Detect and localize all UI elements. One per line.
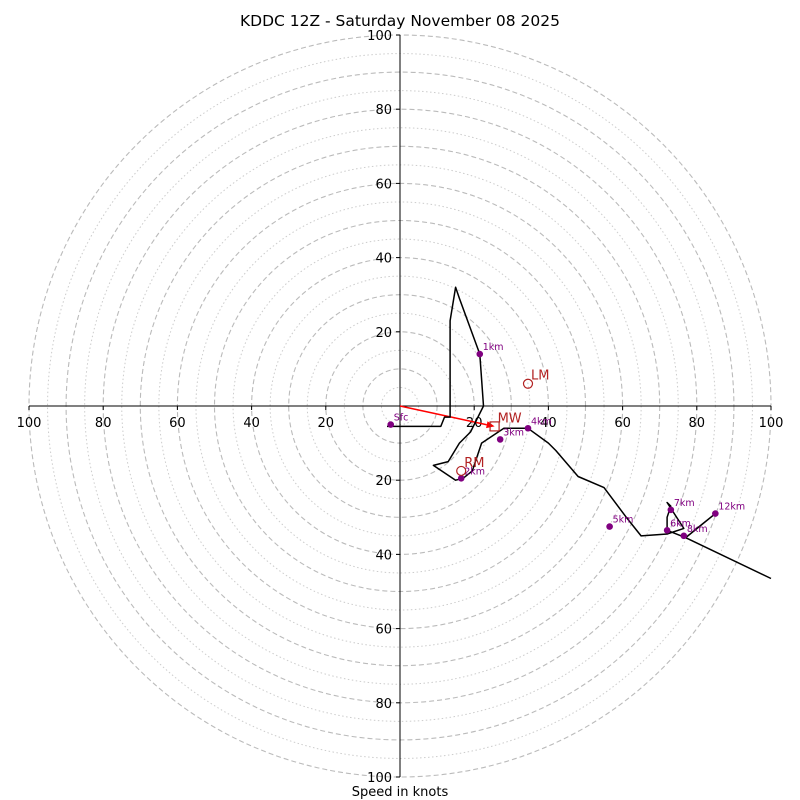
- height-label-7km: 7km: [674, 498, 695, 509]
- y-tick-label: 100: [367, 29, 392, 44]
- height-point-4km: [524, 424, 532, 432]
- storm-motion-mw-label: MW: [498, 411, 522, 426]
- x-tick-label: 100: [759, 416, 784, 431]
- height-point-12km: [712, 510, 719, 517]
- y-tick-label: 60: [375, 623, 392, 638]
- height-label-1km: 1km: [483, 342, 504, 353]
- height-point-7km: [667, 506, 675, 514]
- height-point-3km: [496, 436, 504, 443]
- storm-motion-rm-label: RM: [464, 456, 484, 471]
- height-label-6km: 6km: [670, 518, 691, 529]
- height-point-6km: [663, 526, 671, 534]
- height-label-4km: 4km: [531, 416, 552, 427]
- storm-motion-lm-marker: [522, 378, 534, 389]
- height-label-3km: 3km: [503, 427, 524, 438]
- storm-motion-lm-label: LM: [531, 369, 549, 384]
- x-tick-label: 40: [243, 416, 260, 431]
- y-tick-label: 20: [375, 326, 392, 341]
- storm-motion-rm-marker: [456, 465, 467, 477]
- height-point-2km: [457, 475, 465, 482]
- height-label-sfc: Sfc: [394, 413, 409, 424]
- height-point-sfc: [387, 421, 395, 428]
- storm-motion-mw-marker: [489, 421, 500, 432]
- y-tick-label: 60: [375, 177, 392, 192]
- x-axis-label: Speed in knots: [352, 785, 449, 800]
- height-label-12km: 12km: [718, 502, 745, 513]
- x-tick-label: 100: [17, 416, 42, 431]
- mean-wind-vector: [399, 405, 487, 426]
- y-tick-label: 20: [375, 474, 392, 489]
- x-tick-label: 20: [318, 416, 335, 431]
- height-point-5km: [606, 523, 613, 530]
- y-tick-label: 80: [375, 697, 392, 712]
- height-point-8km: [680, 532, 688, 540]
- y-tick-label: 40: [375, 548, 392, 563]
- hodograph-trace: [387, 286, 772, 580]
- height-label-8km: 8km: [687, 524, 708, 535]
- x-tick-label: 80: [95, 416, 112, 431]
- y-tick-label: 100: [367, 771, 392, 786]
- x-tick-label: 60: [614, 416, 631, 431]
- x-tick-label: 60: [169, 416, 186, 431]
- height-label-5km: 5km: [613, 515, 634, 526]
- x-tick-label: 80: [689, 416, 706, 431]
- height-point-1km: [476, 350, 484, 358]
- x-tick-label: 40: [540, 416, 557, 431]
- y-tick-label: 40: [375, 252, 392, 267]
- height-label-2km: 2km: [464, 466, 485, 477]
- y-tick-label: 80: [375, 103, 392, 118]
- chart-title: KDDC 12Z - Saturday November 08 2025: [240, 12, 560, 30]
